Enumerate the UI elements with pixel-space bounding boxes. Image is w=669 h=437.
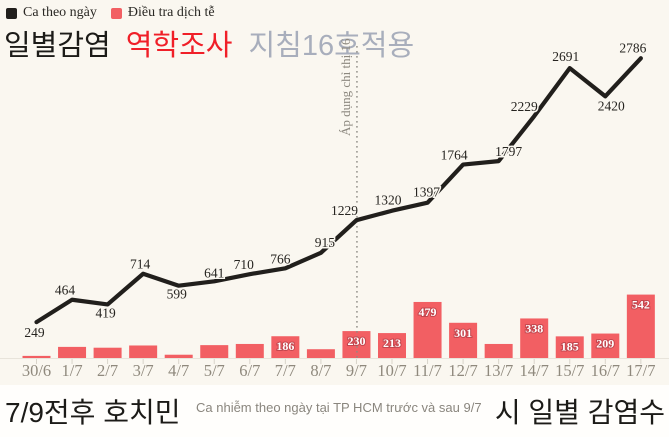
bar-value-label: 230 [347,334,365,348]
bar-30/6 [22,355,51,358]
bar-16/7 [591,333,620,358]
x-tick-label: 14/7 [520,361,549,380]
x-tick-label: 7/7 [275,361,296,380]
x-tick-label: 11/7 [413,361,442,380]
bar-13/7 [484,343,513,358]
daily-cases-line [34,56,643,325]
line-value-label: 714 [130,257,151,272]
line-value-label: 1229 [331,203,358,218]
line-value-label: 710 [234,257,255,272]
x-tick-label: 17/7 [626,361,655,380]
bar-4/7 [164,354,193,358]
line-value-label: 1320 [375,193,402,208]
legend-item-line-series: Ca theo ngày [6,5,97,21]
title-korean-red: 역학조사 [125,30,233,62]
line-value-label: 1764 [441,148,468,163]
bar-value-label: 186 [276,339,294,353]
line-value-label: 464 [55,283,76,298]
bar-12/7 [449,322,478,358]
line-series-swatch-icon [6,7,17,19]
bar-value-label: 209 [596,337,614,351]
line-value-label: 1397 [413,185,440,200]
x-tick-label: 9/7 [346,361,367,380]
x-tick-label: 2/7 [97,361,118,380]
bar-value-label: 213 [383,336,401,350]
footer-korean-right: 시 일별 감염수 [494,397,665,428]
x-tick-label: 6/7 [239,361,260,380]
bar-14/7 [520,318,549,358]
legend-item-bar-series: Điều tra dịch tễ [110,5,215,21]
footer-korean-left: 7/9전후 호치민 [5,397,181,428]
bar-3/7 [129,345,158,358]
chart-legend: Ca theo ngày Điều tra dịch tễ [6,5,215,21]
line-value-label: 2786 [619,40,646,55]
guideline-annotation-label: Áp dụng chỉ thị 16 [338,38,353,136]
x-tick-label: 4/7 [168,361,189,380]
bar-7/7 [271,336,300,358]
bar-2/7 [93,347,122,358]
line-value-label: 915 [315,235,336,250]
line-value-label: 599 [167,287,188,302]
line-value-label: 249 [24,325,45,340]
bar-17/7 [626,294,655,358]
bar-value-label: 338 [525,321,543,335]
title-korean-black: 일별감염 [4,30,111,62]
bar-value-label: 479 [419,305,437,319]
footer-caption-bar: 7/9전후 호치민 Ca nhiễm theo ngày tại TP HCM … [0,385,669,437]
bar-value-label: 301 [454,326,472,340]
line-value-label: 1797 [495,144,522,159]
x-tick-label: 15/7 [555,361,584,380]
x-tick-label: 12/7 [448,361,477,380]
line-value-label: 2420 [598,98,625,113]
combo-chart: 30/6 1/7 2/7 3/7 4/7 5/7 6/7 7/7 8/7 9/7 10/7 11/7 1… [0,38,669,380]
line-value-label: 419 [95,305,116,320]
legend-bar-series-label: Điều tra dịch tễ [127,5,215,20]
x-tick-label: 16/7 [591,361,620,380]
line-value-label: 2229 [511,99,538,114]
line-value-label: 641 [204,265,224,280]
bar-1/7 [58,346,87,358]
line-value-label: 2691 [552,49,579,64]
bar-series-swatch-icon [110,7,122,19]
x-tick-label: 3/7 [133,361,154,380]
bar-11/7 [413,301,442,358]
x-tick-label: 1/7 [62,361,83,380]
title-row: 일별감염 역학조사 지침16호적용 [4,22,414,64]
bar-8/7 [306,349,335,358]
x-tick-label: 30/6 [22,361,51,380]
line-value-label: 766 [270,251,291,266]
bar-9/7 [342,331,371,358]
bar-10/7 [378,333,406,358]
x-tick-label: 8/7 [310,361,331,380]
legend-line-series-label: Ca theo ngày [23,5,97,20]
bar-6/7 [235,343,264,358]
x-tick-label: 10/7 [377,361,406,380]
footer-vietnamese-caption: Ca nhiễm theo ngày tại TP HCM trước và s… [196,400,482,415]
x-tick-label: 5/7 [204,361,225,380]
bar-value-label: 185 [561,339,579,353]
title-korean-gray: 지침16호적용 [248,30,415,62]
bar-value-label: 542 [632,298,650,312]
x-tick-label: 13/7 [484,361,513,380]
bar-5/7 [200,345,229,358]
bar-15/7 [555,336,584,358]
